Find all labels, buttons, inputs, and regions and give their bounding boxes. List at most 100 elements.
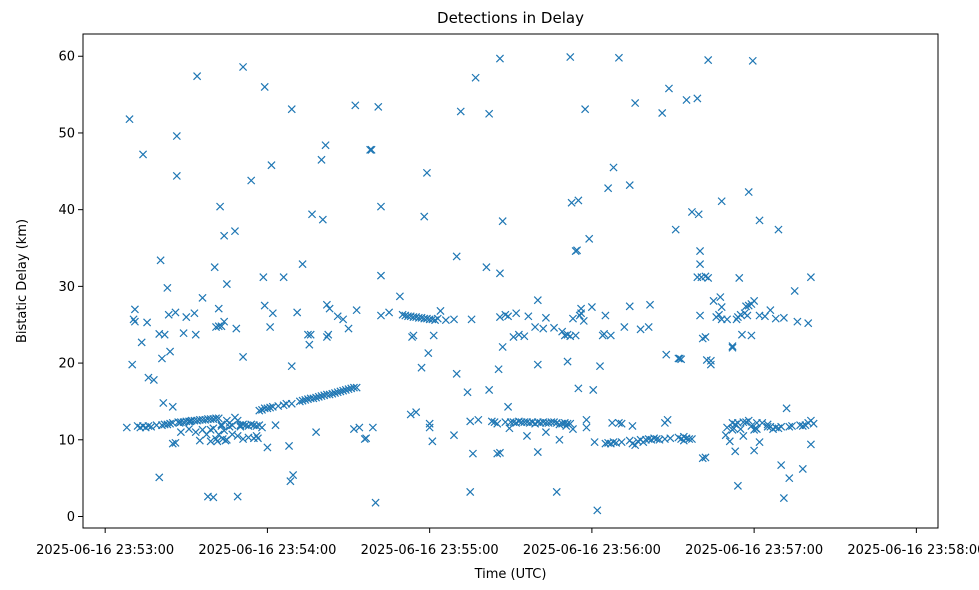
data-point-179 [344, 324, 353, 333]
data-point-107 [239, 420, 248, 429]
data-point-311 [574, 384, 583, 393]
data-point-57 [195, 436, 204, 445]
data-point-443 [755, 216, 764, 225]
data-point-365 [663, 415, 672, 424]
data-point-301 [566, 419, 575, 428]
data-point-238 [474, 415, 483, 424]
data-point-345 [628, 421, 637, 431]
data-point-312 [575, 311, 584, 320]
data-point-23 [159, 398, 168, 407]
data-point-226 [441, 316, 450, 325]
data-point-343 [625, 302, 634, 311]
data-point-435 [747, 331, 756, 340]
data-point-454 [771, 314, 780, 323]
data-point-466 [793, 317, 802, 326]
data-point-184 [352, 383, 361, 392]
data-point-290 [552, 487, 561, 496]
data-point-333 [608, 418, 617, 427]
data-point-474 [806, 273, 815, 282]
data-point-169 [325, 390, 334, 399]
data-point-44 [182, 313, 191, 322]
data-point-181 [349, 383, 358, 392]
data-point-182 [349, 425, 358, 434]
data-point-247 [495, 448, 504, 457]
data-point-146 [298, 260, 307, 269]
data-point-199 [398, 310, 407, 319]
y-tick-label-3: 30 [58, 280, 75, 295]
data-point-151 [305, 340, 314, 349]
data-point-331 [606, 331, 615, 340]
data-point-468 [798, 421, 807, 431]
data-point-168 [325, 304, 334, 313]
x-axis-ticks: 2025-06-16 23:53:00 2025-06-16 23:54:00 20… [36, 528, 979, 558]
data-point-256 [504, 402, 513, 411]
data-point-98 [232, 324, 241, 333]
x-tick-label-1: 2025-06-16 23:54:00 [198, 543, 336, 558]
data-point-384 [696, 311, 705, 320]
data-points [122, 52, 818, 515]
data-point-288 [550, 323, 559, 332]
data-point-122 [259, 273, 268, 282]
data-point-42 [179, 329, 188, 338]
data-point-159 [317, 392, 326, 401]
data-point-8 [137, 338, 146, 347]
data-point-361 [658, 108, 667, 118]
data-point-158 [314, 392, 323, 401]
data-point-67 [206, 437, 215, 446]
data-point-194 [376, 202, 386, 211]
data-point-222 [429, 331, 438, 340]
data-point-164 [322, 300, 331, 309]
data-point-402 [717, 303, 726, 312]
data-point-249 [495, 54, 504, 63]
data-point-378 [685, 434, 694, 444]
data-point-423 [737, 330, 746, 339]
data-point-214 [422, 168, 431, 177]
data-point-234 [466, 417, 475, 426]
data-point-319 [585, 234, 594, 243]
data-point-130 [267, 161, 276, 170]
data-point-46 [184, 425, 194, 434]
data-point-14 [144, 421, 153, 431]
x-tick-label-4: 2025-06-16 23:57:00 [685, 543, 823, 558]
data-point-446 [758, 418, 767, 427]
data-point-412 [728, 343, 737, 352]
data-point-327 [601, 311, 610, 320]
data-point-16 [149, 375, 158, 384]
data-point-205 [409, 331, 418, 340]
data-point-308 [571, 331, 580, 340]
data-point-356 [646, 300, 655, 309]
data-point-197 [385, 308, 394, 317]
data-point-116 [252, 431, 261, 440]
data-point-117 [253, 434, 262, 443]
data-point-20 [156, 256, 165, 265]
data-point-463 [785, 422, 794, 431]
data-point-79 [214, 304, 223, 313]
data-point-329 [604, 184, 613, 193]
data-point-178 [344, 385, 353, 394]
data-point-304 [567, 198, 576, 207]
data-point-125 [260, 301, 269, 310]
data-point-245 [493, 449, 502, 458]
data-point-227 [449, 431, 459, 440]
data-point-140 [287, 105, 296, 114]
data-point-422 [736, 425, 745, 434]
data-point-424 [739, 418, 748, 427]
x-tick-label-3: 2025-06-16 23:56:00 [523, 543, 661, 558]
data-point-177 [341, 385, 350, 394]
data-point-104 [239, 62, 248, 72]
data-point-257 [505, 424, 514, 433]
data-point-437 [750, 296, 759, 305]
data-point-397 [706, 356, 715, 365]
data-point-35 [171, 308, 180, 317]
data-point-202 [406, 410, 415, 419]
data-point-166 [322, 332, 331, 342]
data-point-465 [790, 286, 799, 295]
data-point-225 [436, 306, 445, 315]
data-point-154 [308, 210, 317, 219]
data-point-292 [555, 435, 564, 444]
data-point-394 [704, 56, 713, 65]
data-point-439 [750, 446, 759, 455]
data-point-276 [533, 296, 542, 305]
data-point-278 [533, 448, 542, 457]
data-point-449 [763, 422, 772, 431]
